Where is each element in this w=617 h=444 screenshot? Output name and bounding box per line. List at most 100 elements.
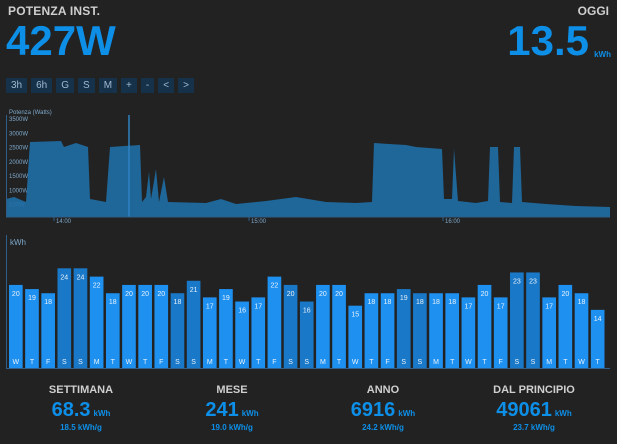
power-chart[interactable]: Potenza (Watts) 3500W 3000W 2500W 2000W 1500… — [6, 107, 610, 227]
stat-total-title: DAL PRINCIPIO — [493, 384, 575, 396]
daily-energy-day-label: T — [224, 359, 229, 366]
stat-total-value: 49061 — [496, 399, 552, 421]
daily-energy-bar[interactable] — [348, 305, 363, 368]
daily-energy-bar[interactable] — [41, 293, 55, 368]
daily-energy-bar[interactable] — [316, 284, 330, 368]
power-area-series — [6, 141, 610, 217]
daily-energy-bar[interactable] — [267, 276, 282, 368]
header: POTENZA INST. 427W OGGI 13.5 kWh — [0, 0, 617, 70]
daily-energy-day-label: S — [191, 359, 196, 366]
daily-energy-bar[interactable] — [380, 293, 395, 368]
daily-energy-chart[interactable]: kWh 20 W 19 T 18 F 24 S 24 S 22 M 18 T 20 W 20 T 20 F 18 S 21 S… — [6, 235, 610, 371]
stat-month: MESE 241 kWh 19.0 kWh/g — [157, 384, 307, 432]
pan-right-button[interactable]: > — [178, 78, 194, 93]
daily-energy-bar[interactable] — [235, 301, 249, 368]
zoom-in-button[interactable]: + — [121, 78, 137, 93]
range-day-button[interactable]: G — [56, 78, 75, 93]
daily-energy-bar[interactable] — [510, 272, 524, 368]
daily-energy-day-label: S — [62, 359, 67, 366]
daily-energy-day-label: F — [499, 359, 503, 366]
stat-month-value: 241 — [205, 399, 239, 421]
daily-energy-bar[interactable] — [493, 297, 508, 368]
stat-total: DAL PRINCIPIO 49061 kWh 23.7 kWh/g — [459, 384, 609, 432]
daily-energy-day-label: W — [239, 359, 246, 366]
zoom-out-button[interactable]: - — [140, 78, 155, 93]
daily-energy-day-label: W — [126, 359, 133, 366]
daily-energy-bar[interactable] — [186, 280, 201, 368]
range-week-button[interactable]: S — [78, 78, 95, 93]
daily-energy-bar[interactable] — [57, 268, 72, 368]
daily-energy-bar-value: 20 — [481, 291, 489, 298]
daily-energy-bar-value: 23 — [513, 278, 521, 285]
daily-energy-bar[interactable] — [219, 289, 233, 368]
today-energy-value: 13.5 — [507, 17, 589, 64]
daily-energy-bar-value: 17 — [464, 303, 472, 310]
daily-energy-bar-value: 20 — [287, 291, 295, 298]
daily-energy-bar[interactable] — [396, 289, 411, 368]
daily-energy-bar[interactable] — [283, 284, 298, 368]
daily-energy-bar-value: 14 — [594, 316, 602, 323]
daily-energy-bar[interactable] — [364, 293, 379, 368]
daily-energy-bar[interactable] — [558, 284, 573, 368]
daily-energy-bar-value: 20 — [335, 291, 343, 298]
daily-energy-bar-value: 23 — [529, 278, 537, 285]
daily-energy-day-label: T — [596, 359, 601, 366]
daily-energy-bar[interactable] — [170, 293, 185, 368]
daily-energy-day-label: F — [385, 359, 389, 366]
daily-energy-day-label: W — [13, 359, 20, 366]
daily-energy-bar-value: 20 — [561, 291, 569, 298]
daily-energy-bar[interactable] — [429, 293, 443, 368]
instant-power-label: POTENZA INST. — [8, 4, 101, 18]
daily-energy-bar-value: 20 — [157, 291, 165, 298]
stats-row: SETTIMANA 68.3 kWh 18.5 kWh/g MESE 241 kWh… — [0, 384, 617, 444]
daily-energy-bar[interactable] — [9, 284, 23, 368]
daily-energy-bar-value: 17 — [254, 303, 262, 310]
daily-energy-bar[interactable] — [477, 284, 492, 368]
daily-energy-day-label: F — [272, 359, 276, 366]
power-chart-title: Potenza (Watts) — [9, 110, 52, 116]
daily-energy-bar[interactable] — [590, 309, 605, 368]
daily-energy-bar[interactable] — [445, 293, 460, 368]
daily-energy-bar-value: 22 — [93, 283, 101, 290]
daily-energy-bar[interactable] — [332, 284, 346, 368]
daily-energy-day-label: S — [401, 359, 406, 366]
daily-energy-day-label: S — [175, 359, 180, 366]
daily-energy-bar-value: 18 — [384, 299, 392, 306]
power-y-tick: 2500W — [9, 146, 28, 152]
daily-energy-bar[interactable] — [251, 297, 266, 368]
daily-energy-day-label: T — [482, 359, 487, 366]
daily-energy-bar[interactable] — [73, 268, 88, 368]
power-y-tick: 3000W — [9, 131, 28, 137]
daily-energy-bar-value: 24 — [77, 274, 85, 281]
daily-energy-day-label: S — [78, 359, 83, 366]
range-month-button[interactable]: M — [98, 78, 118, 93]
daily-energy-bar-value: 18 — [432, 299, 440, 306]
daily-energy-bar[interactable] — [574, 293, 589, 368]
daily-energy-bar[interactable] — [542, 297, 557, 368]
daily-energy-bar[interactable] — [105, 293, 120, 368]
daily-energy-bar[interactable] — [89, 276, 104, 368]
daily-energy-bar[interactable] — [154, 284, 169, 368]
power-x-tick: 15:00 — [251, 219, 267, 225]
daily-energy-bar[interactable] — [299, 301, 314, 368]
daily-energy-bar-value: 17 — [545, 303, 553, 310]
daily-energy-bar[interactable] — [526, 272, 540, 368]
stat-month-average: 19.0 kWh/g — [211, 423, 253, 432]
daily-energy-bar[interactable] — [202, 297, 217, 368]
stat-month-unit: kWh — [241, 409, 259, 418]
daily-energy-day-label: T — [337, 359, 342, 366]
range-3h-button[interactable]: 3h — [6, 78, 28, 93]
daily-energy-day-label: S — [531, 359, 536, 366]
daily-energy-day-label: S — [515, 359, 520, 366]
daily-energy-day-label: T — [450, 359, 455, 366]
daily-energy-bar[interactable] — [122, 284, 136, 368]
pan-left-button[interactable]: < — [158, 78, 175, 93]
today-energy-unit: kWh — [594, 50, 611, 59]
range-6h-button[interactable]: 6h — [31, 78, 53, 93]
power-x-tick: 16:00 — [445, 219, 461, 225]
daily-energy-bar[interactable] — [25, 289, 39, 368]
daily-energy-bar[interactable] — [413, 293, 427, 368]
daily-energy-bar[interactable] — [138, 284, 152, 368]
daily-energy-bar[interactable] — [461, 297, 476, 368]
daily-energy-day-label: T — [256, 359, 261, 366]
